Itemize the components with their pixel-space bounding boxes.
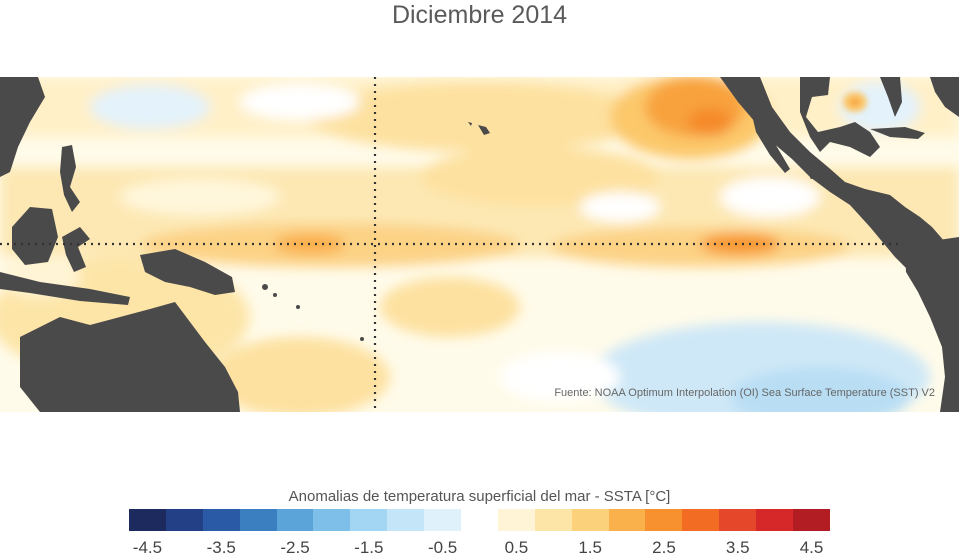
colorbar-bin <box>313 509 351 531</box>
sst-anomaly-map <box>0 77 959 412</box>
colorbar-bin <box>756 509 794 531</box>
colorbar-tick-label: 1.5 <box>578 538 602 557</box>
land-atlantic-coast <box>930 77 959 117</box>
colorbar-bin <box>571 509 609 531</box>
colorbar-title: Anomalias de temperatura superficial del… <box>288 488 671 505</box>
land-florida <box>880 77 902 117</box>
land-island <box>810 175 814 179</box>
colorbar-tick-label: -3.5 <box>206 538 236 557</box>
land-asia <box>0 77 45 177</box>
land-island <box>262 284 268 290</box>
data-source-caption: Fuente: NOAA Optimum Interpolation (OI) … <box>554 387 935 399</box>
map-title: Diciembre 2014 <box>391 1 568 29</box>
colorbar-ticks: -4.5 -3.5 -2.5 -1.5 -0.5 0.5 1.5 2.5 3.5 4.5 <box>0 538 959 558</box>
colorbar-bin <box>497 509 535 531</box>
colorbar-tick-label: 2.5 <box>652 538 676 557</box>
colorbar-bin <box>719 509 757 531</box>
colorbar-bin <box>424 509 462 531</box>
colorbar-tick-label: 3.5 <box>725 538 750 557</box>
anomaly-highlights <box>843 92 867 112</box>
land-java <box>0 272 130 305</box>
colorbar <box>129 509 830 531</box>
land-central-america <box>720 77 959 307</box>
colorbar-bin <box>350 509 388 531</box>
land-sulawesi <box>62 227 90 272</box>
colorbar-bin <box>793 509 830 531</box>
colorbar-bin <box>682 509 720 531</box>
colorbar-tick-label: -4.5 <box>132 538 163 557</box>
colorbar-bin <box>165 509 203 531</box>
land-australia <box>20 302 240 412</box>
land-island <box>296 305 300 309</box>
colorbar-bin <box>239 509 277 531</box>
colorbar-bin <box>387 509 425 531</box>
colorbar-bin <box>276 509 314 531</box>
land-borneo <box>12 207 58 265</box>
colorbar-tick-label: -1.5 <box>354 538 384 557</box>
colorbar-tick-label: 4.5 <box>799 538 824 557</box>
colorbar-tick-label: 0.5 <box>504 538 529 557</box>
land-masses <box>0 77 959 412</box>
map-canvas <box>0 77 959 412</box>
land-cuba <box>870 127 925 139</box>
land-south-america <box>905 237 959 412</box>
colorbar-tick-label: -0.5 <box>427 538 458 557</box>
land-baja-california <box>752 115 790 173</box>
land-island <box>360 337 364 341</box>
land-mexico <box>800 77 880 157</box>
colorbar-bin <box>129 509 166 531</box>
land-philippines <box>60 145 80 212</box>
land-hawaii-small <box>468 122 472 126</box>
colorbar-bin <box>202 509 240 531</box>
land-new-guinea <box>140 249 235 295</box>
colorbar-bin <box>534 509 572 531</box>
land-island <box>273 293 277 297</box>
colorbar-tick-label: -2.5 <box>280 538 310 557</box>
land-hawaii <box>478 125 490 135</box>
colorbar-bin <box>461 509 498 531</box>
colorbar-bin <box>645 509 683 531</box>
colorbar-bin <box>608 509 646 531</box>
